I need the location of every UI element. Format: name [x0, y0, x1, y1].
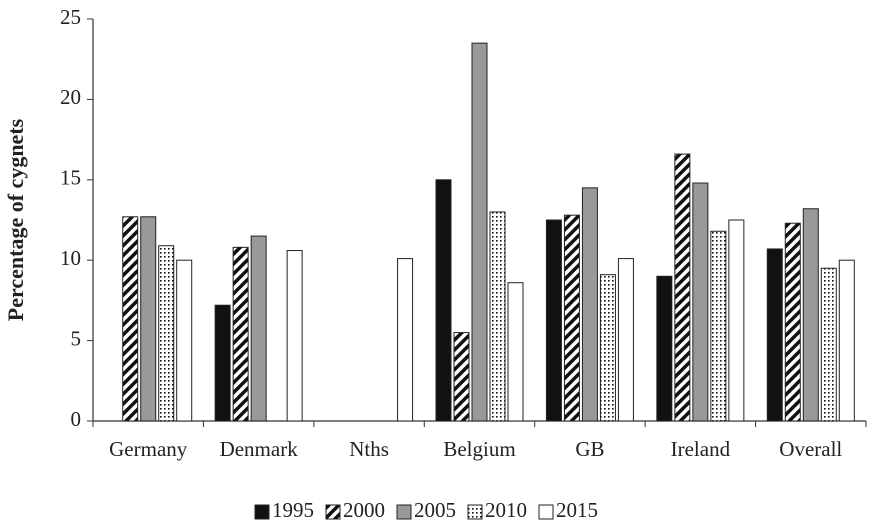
y-axis-title: Percentage of cygnets [3, 118, 28, 321]
y-tick-label: 20 [60, 85, 81, 109]
x-tick-label: GB [575, 437, 604, 461]
bar [674, 153, 691, 422]
bar [545, 219, 562, 422]
bar [489, 211, 506, 422]
bar [563, 214, 580, 422]
legend-swatch [325, 504, 341, 520]
bar [581, 187, 598, 422]
legend-label: 2010 [485, 498, 527, 522]
bar [784, 222, 801, 422]
y-tick-label: 25 [60, 5, 81, 29]
y-tick-label: 15 [60, 166, 81, 190]
bar [802, 208, 819, 422]
legend-label: 2005 [414, 498, 456, 522]
legend-swatch [396, 504, 412, 520]
y-tick-label: 10 [60, 246, 81, 270]
legend-swatch [254, 504, 270, 520]
bar [453, 332, 470, 422]
legend-label: 2000 [343, 498, 385, 522]
y-tick-label: 0 [71, 407, 82, 431]
bar [617, 258, 634, 422]
bar [656, 275, 673, 422]
bar [122, 216, 139, 422]
bar [728, 219, 745, 422]
x-tick-label: Belgium [443, 437, 515, 461]
bar [710, 230, 727, 422]
bar [820, 267, 837, 422]
bar [214, 304, 231, 422]
bar [435, 179, 452, 422]
bar [507, 282, 524, 422]
bar [692, 182, 709, 422]
bar [250, 235, 267, 422]
x-tick-label: Nths [349, 437, 389, 461]
bar [471, 42, 488, 422]
bar [397, 258, 414, 422]
bar [158, 245, 175, 422]
bar [838, 259, 855, 422]
x-tick-label: Germany [109, 437, 188, 461]
bar [140, 216, 157, 422]
y-tick-label: 5 [71, 326, 82, 350]
bar [286, 250, 303, 422]
x-tick-label: Ireland [671, 437, 731, 461]
bar [599, 274, 616, 422]
bar [232, 246, 249, 422]
x-tick-label: Overall [779, 437, 842, 461]
legend-label: 1995 [272, 498, 314, 522]
bar [766, 248, 783, 422]
legend-swatch [538, 504, 554, 520]
bar [176, 259, 193, 422]
x-tick-label: Denmark [220, 437, 299, 461]
legend-label: 2015 [556, 498, 598, 522]
legend-swatch [467, 504, 483, 520]
